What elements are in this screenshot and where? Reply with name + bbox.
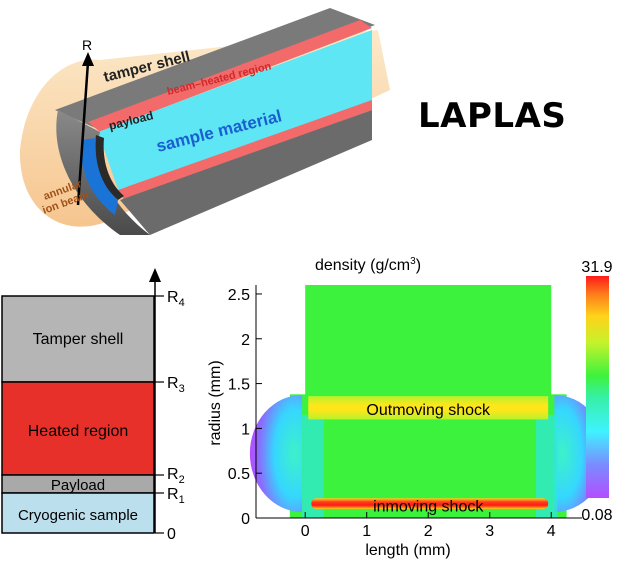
layer-heated-region: [1, 381, 155, 476]
right-edge-region: [535, 414, 558, 518]
cylinder-diagram: R tamper shell beam–heated region payloa…: [19, 8, 390, 235]
tick-r2: R2: [167, 466, 185, 486]
layer-axis-ticks: [155, 295, 164, 534]
heated-band-top: [88, 20, 372, 132]
colorbar: [586, 276, 609, 498]
left-end-cap: [249, 394, 303, 512]
plot-area: Outmoving shock inmoving shock: [249, 285, 607, 518]
tick-r4: R4: [167, 289, 185, 309]
heated-band-bottom: [118, 100, 372, 200]
layer-label-payload: Payload: [51, 477, 105, 494]
layer-cryogenic-sample: [1, 492, 155, 534]
y-tick-label: 2: [241, 332, 250, 349]
x-tick-label: 3: [485, 523, 494, 540]
layer-diagram: Tamper shell Heated region Payload Cryog…: [1, 268, 185, 543]
y-axis-label: radius (mm): [207, 360, 224, 445]
x-tick-label: 0: [301, 523, 310, 540]
layer-label-cryogenic-sample: Cryogenic sample: [18, 507, 138, 524]
outmoving-shock-label: Outmoving shock: [366, 402, 491, 419]
y-tick-label: 0.5: [228, 466, 250, 483]
y-tick-label: 1.5: [228, 377, 250, 394]
outmoving-shock-band: [308, 396, 549, 420]
layer-axis-arrowhead: [149, 268, 161, 282]
payload-ring: [94, 135, 124, 200]
tick-zero: 0: [167, 526, 176, 543]
y-tick-label: 2.5: [228, 287, 250, 304]
sample-surface: [98, 30, 372, 195]
x-axis-label: length (mm): [365, 542, 450, 559]
tick-r1: R1: [167, 486, 185, 506]
x-tick-label: 4: [547, 523, 556, 540]
tamper-shell-top: [55, 8, 375, 130]
layer-label-heated-region: Heated region: [28, 423, 129, 440]
axes: 0 1 2 3 4 0 0.5 1 1.5 2 2.5: [228, 285, 582, 540]
shell-cross-section: [56, 110, 150, 235]
inmoving-shock-band: [311, 498, 549, 510]
density-plot: density (g/cm3) Outmoving shock inmoving…: [207, 256, 613, 559]
inner-sample-ring: [81, 138, 118, 215]
x-tick-label: 2: [424, 523, 433, 540]
page-title: LAPLAS: [418, 96, 567, 136]
r-axis-label: R: [82, 37, 92, 53]
y-tick-label: 0: [241, 511, 250, 528]
density-field-upper: [305, 285, 552, 402]
chart-title: density (g/cm3): [315, 256, 421, 274]
layer-tamper-shell: [1, 295, 155, 383]
left-edge-region: [302, 414, 324, 518]
y-tick-label: 1: [241, 421, 250, 438]
colorbar-min-label: 0.08: [581, 507, 612, 524]
layer-label-tamper-shell: Tamper shell: [33, 331, 124, 348]
tick-r3: R3: [167, 375, 185, 395]
inmoving-shock-label: inmoving shock: [373, 499, 484, 516]
tamper-shell-bottom: [120, 110, 372, 235]
r-axis-line: [76, 61, 90, 206]
colorbar-max-label: 31.9: [581, 259, 612, 276]
x-tick-label: 1: [362, 523, 371, 540]
r-axis-arrowhead: [82, 52, 94, 66]
